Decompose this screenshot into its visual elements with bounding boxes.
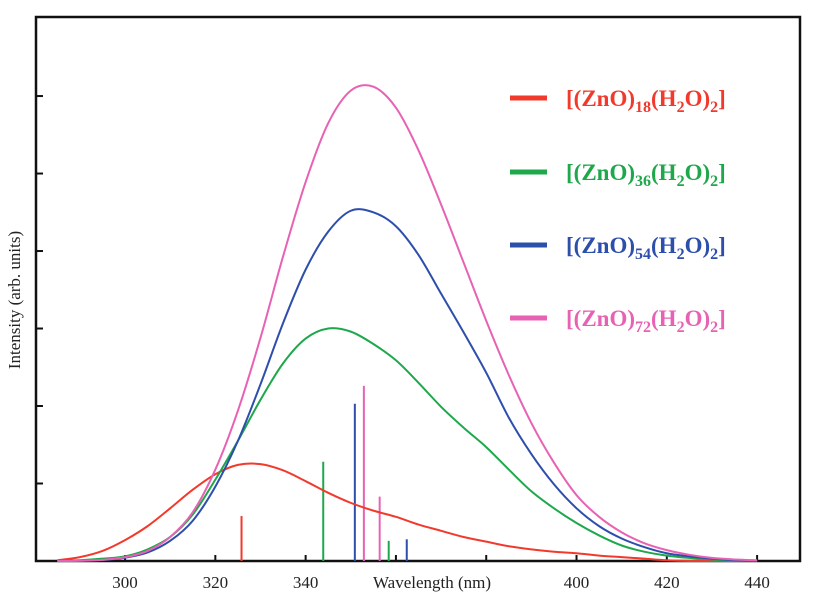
legend-label: [(ZnO)36(H2O)2] [566, 160, 726, 190]
x-tick-label: 320 [203, 573, 229, 592]
legend-label-subscript: 2 [710, 173, 718, 190]
legend-label-part: [(ZnO) [566, 233, 635, 258]
axis-ticks [37, 95, 759, 561]
x-axis-label: Wavelength (nm) [373, 573, 491, 592]
legend-label-subscript: 2 [677, 246, 685, 263]
curves [57, 84, 758, 562]
legend-label-subscript: 2 [710, 99, 718, 116]
legend-label-subscript: 54 [635, 246, 651, 263]
legend-label-part: (H [651, 86, 677, 111]
legend-label-part: (H [651, 306, 677, 331]
series-curve-4 [57, 84, 758, 562]
legend-label-subscript: 18 [635, 99, 651, 116]
x-tick-label: 440 [744, 573, 770, 592]
legend-label-part: O) [685, 86, 711, 111]
x-tick-label: 420 [654, 573, 680, 592]
series-curve-1 [57, 462, 758, 562]
legend-label-subscript: 36 [635, 173, 651, 190]
legend-label-part: ] [718, 160, 726, 185]
legend-label-part: O) [685, 160, 711, 185]
legend-label-part: ] [718, 306, 726, 331]
x-tick-label: 300 [112, 573, 138, 592]
series-curve-3 [57, 208, 758, 562]
legend: [(ZnO)18(H2O)2][(ZnO)36(H2O)2][(ZnO)54(H… [510, 86, 726, 336]
legend-label-subscript: 2 [677, 319, 685, 336]
legend-label: [(ZnO)54(H2O)2] [566, 233, 726, 263]
legend-label-part: [(ZnO) [566, 306, 635, 331]
legend-label-part: O) [685, 306, 711, 331]
legend-label-subscript: 2 [677, 99, 685, 116]
x-tick-label: 340 [293, 573, 319, 592]
legend-label: [(ZnO)72(H2O)2] [566, 306, 726, 336]
legend-label-part: O) [685, 233, 711, 258]
legend-label-part: [(ZnO) [566, 160, 635, 185]
y-axis-label: Intensity (arb. units) [5, 231, 24, 369]
legend-label-part: ] [718, 86, 726, 111]
series-curve-2 [57, 327, 758, 562]
legend-label: [(ZnO)18(H2O)2] [566, 86, 726, 116]
x-tick-labels: 300 320 340 400 420 440 [112, 573, 770, 592]
legend-label-subscript: 2 [677, 173, 685, 190]
plot-frame [34, 15, 802, 563]
legend-label-part: (H [651, 233, 677, 258]
legend-label-subscript: 72 [635, 319, 651, 336]
legend-label-part: [(ZnO) [566, 86, 635, 111]
x-tick-label: 400 [564, 573, 590, 592]
stick-spectra [240, 385, 408, 561]
legend-label-part: ] [718, 233, 726, 258]
legend-label-part: (H [651, 160, 677, 185]
legend-label-subscript: 2 [710, 246, 718, 263]
legend-label-subscript: 2 [710, 319, 718, 336]
